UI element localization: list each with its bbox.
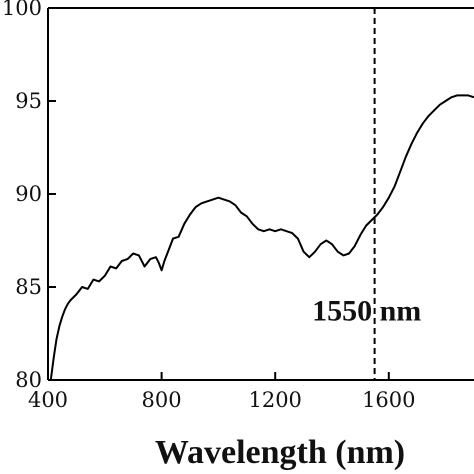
x-tick-label: 1200	[248, 388, 301, 412]
y-axis: 80 85 90 95 100	[2, 0, 56, 392]
series-group	[49, 94, 474, 381]
y-tick-label: 85	[15, 275, 42, 299]
x-axis: 400 800 1200 1600	[28, 372, 416, 412]
y-tick-label: 95	[15, 89, 42, 113]
transmission-line	[49, 94, 474, 381]
y-tick-label: 100	[2, 0, 42, 20]
y-tick-label: 90	[15, 182, 42, 206]
y-tick-label: 80	[15, 368, 42, 392]
marker-label: 1550 nm	[312, 294, 421, 327]
x-tick-label: 1600	[362, 388, 415, 412]
x-tick-label: 800	[142, 388, 182, 412]
x-axis-title: Wavelength (nm)	[155, 434, 405, 471]
x-tick-label: 400	[28, 388, 68, 412]
annotations: 1550 nm	[312, 8, 421, 380]
